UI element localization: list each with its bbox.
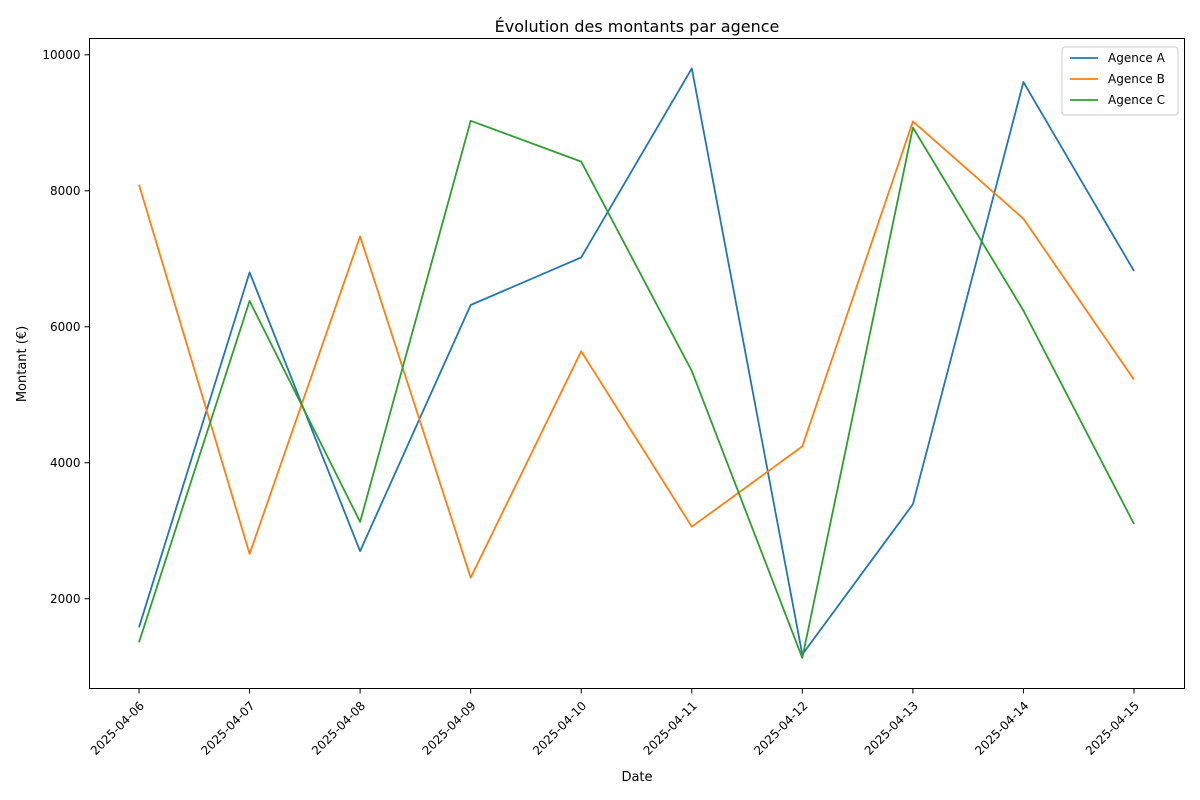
legend-label: Agence B bbox=[1108, 72, 1165, 86]
legend-label: Agence C bbox=[1108, 93, 1165, 107]
y-tick-label: 8000 bbox=[50, 184, 81, 198]
legend-box bbox=[1061, 46, 1179, 116]
y-axis-label: Montant (€) bbox=[15, 326, 30, 402]
y-tick-label: 4000 bbox=[50, 456, 81, 470]
y-axis: 2000 4000 6000 8000 10000 bbox=[42, 48, 90, 606]
y-tick-label: 6000 bbox=[50, 320, 81, 334]
y-tick-label: 2000 bbox=[50, 592, 81, 606]
y-tick-label: 10000 bbox=[42, 48, 80, 62]
series-lines bbox=[138, 67, 1135, 659]
chart-title: Évolution des montants par agence bbox=[495, 17, 780, 36]
series-line-2 bbox=[138, 120, 1135, 579]
x-axis-label: Date bbox=[621, 770, 652, 785]
legend-label: Agence A bbox=[1108, 51, 1166, 65]
series-line-3 bbox=[138, 119, 1135, 659]
legend: Agence A Agence B Agence C bbox=[1061, 46, 1179, 116]
plot-frame bbox=[89, 38, 1185, 689]
